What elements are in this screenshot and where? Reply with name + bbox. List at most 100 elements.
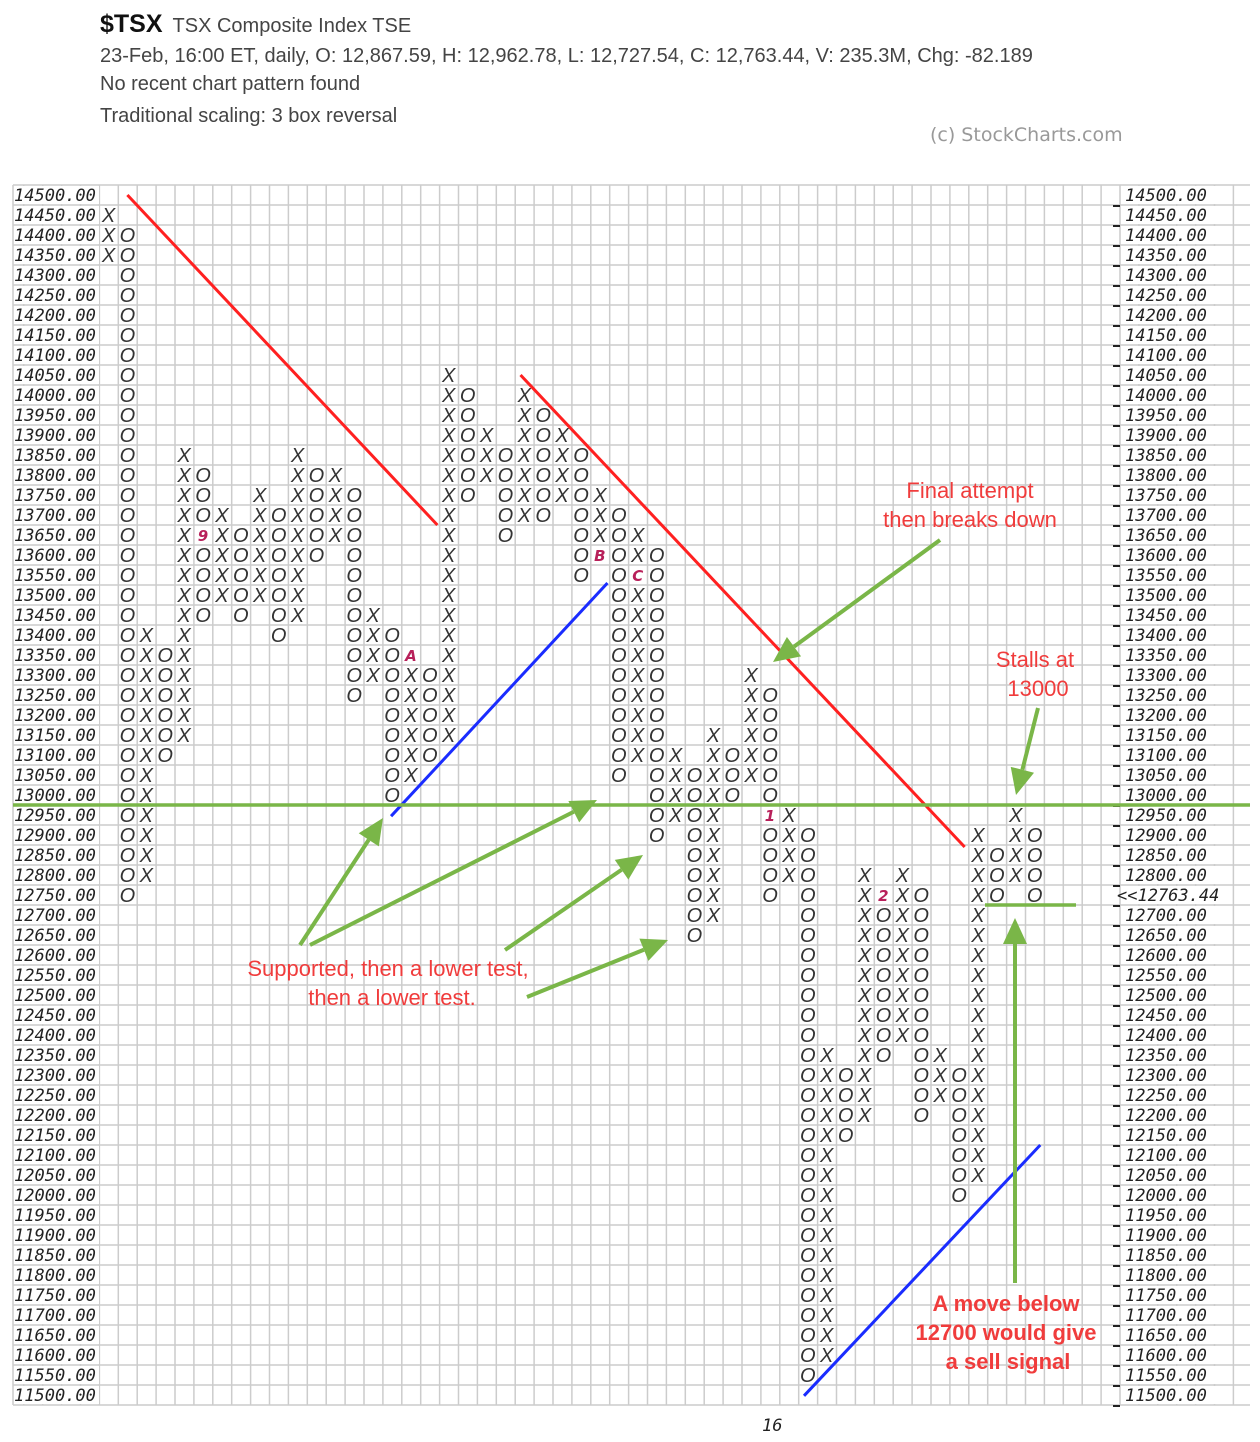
o-box: O (120, 725, 136, 747)
o-box: O (913, 1065, 929, 1087)
o-box: O (687, 885, 703, 907)
x-box: X (290, 565, 305, 587)
y-label-bg (1123, 326, 1219, 344)
o-box: O (535, 505, 551, 527)
y-tick-label-right: 11900.00 (1125, 1226, 1207, 1246)
y-label-bg (14, 906, 99, 924)
y-tick-label-left: 12750.00 (14, 886, 96, 906)
x-box: X (895, 1025, 910, 1047)
x-box: X (176, 665, 191, 687)
o-box: O (460, 385, 476, 407)
o-box: O (724, 785, 740, 807)
x-box: X (895, 865, 910, 887)
x-box: X (214, 585, 229, 607)
y-label-bg (1123, 1226, 1219, 1244)
x-box: X (706, 885, 721, 907)
y-label-bg (1123, 906, 1219, 924)
o-box: O (611, 625, 627, 647)
o-box: O (687, 905, 703, 927)
x-box: X (819, 1345, 834, 1367)
o-box: O (233, 605, 249, 627)
x-box: X (857, 1005, 872, 1027)
o-box: O (687, 845, 703, 867)
o-box: O (195, 465, 211, 487)
o-box: O (611, 745, 627, 767)
x-box: X (139, 825, 154, 847)
x-tick-label: 16 (762, 1416, 782, 1436)
o-box: O (120, 445, 136, 467)
support-trendline (389, 581, 609, 818)
o-box: O (1027, 845, 1043, 867)
o-box: O (309, 465, 325, 487)
o-box: O (762, 705, 778, 727)
x-box: X (101, 245, 116, 267)
x-box: X (819, 1285, 834, 1307)
y-label-bg (1123, 926, 1219, 944)
arrowhead-icon (358, 818, 383, 847)
annotation-supported: Supported, then a lower test, (247, 956, 528, 981)
o-box: O (800, 1225, 816, 1247)
o-box: O (876, 945, 892, 967)
y-label-bg (1123, 766, 1219, 784)
x-box: X (176, 605, 191, 627)
x-box: X (970, 1145, 985, 1167)
x-box: X (101, 205, 116, 227)
y-tick-label-right: 12200.00 (1125, 1106, 1207, 1126)
o-box: O (687, 805, 703, 827)
y-tick-label-left: 14200.00 (14, 306, 96, 326)
y-label-bg (1123, 826, 1219, 844)
y-tick-label-right: 12600.00 (1125, 946, 1207, 966)
o-box: O (120, 345, 136, 367)
chart-title: $TSX TSX Composite Index TSE (100, 10, 411, 39)
y-tick-label-left: 11600.00 (14, 1346, 96, 1366)
x-box: X (630, 665, 645, 687)
o-box: O (346, 665, 362, 687)
x-box: X (1008, 825, 1023, 847)
y-label-bg (14, 786, 99, 804)
x-box: X (630, 685, 645, 707)
x-box: X (970, 945, 985, 967)
y-label-bg (14, 766, 99, 784)
y-label-bg (1123, 666, 1219, 684)
o-box: O (762, 825, 778, 847)
y-label-bg (1123, 266, 1219, 284)
y-label-bg (14, 446, 99, 464)
o-box: O (649, 805, 665, 827)
o-box: O (800, 1345, 816, 1367)
x-box: X (403, 665, 418, 687)
o-box: O (498, 445, 514, 467)
o-box: O (1027, 885, 1043, 907)
x-box: X (139, 625, 154, 647)
y-label-bg (14, 1386, 99, 1404)
o-box: O (800, 1145, 816, 1167)
x-box: X (139, 745, 154, 767)
x-box: X (441, 605, 456, 627)
y-label-bg (1123, 1026, 1219, 1044)
o-box: O (876, 905, 892, 927)
y-label-bg (1123, 1146, 1219, 1164)
x-box: X (365, 645, 380, 667)
x-box: X (517, 385, 532, 407)
o-box: O (573, 485, 589, 507)
y-tick-label-right: 13200.00 (1125, 706, 1207, 726)
y-tick-label-right: 13650.00 (1125, 526, 1207, 546)
y-label-bg (14, 1066, 99, 1084)
o-box: O (913, 1005, 929, 1027)
y-label-bg (1123, 486, 1219, 504)
o-box: O (649, 825, 665, 847)
x-box: X (441, 465, 456, 487)
month-marker: C (632, 567, 643, 585)
y-label-bg (1123, 966, 1219, 984)
y-label-bg (14, 806, 99, 824)
o-box: O (876, 925, 892, 947)
x-box: X (668, 765, 683, 787)
y-tick-label-left: 14350.00 (14, 246, 96, 266)
x-box: X (252, 585, 267, 607)
y-label-bg (14, 1186, 99, 1204)
y-label-bg (1123, 886, 1219, 904)
x-box: X (895, 965, 910, 987)
y-label-bg (14, 1006, 99, 1024)
y-label-bg (1123, 286, 1219, 304)
y-label-bg (14, 266, 99, 284)
x-box: X (1008, 805, 1023, 827)
